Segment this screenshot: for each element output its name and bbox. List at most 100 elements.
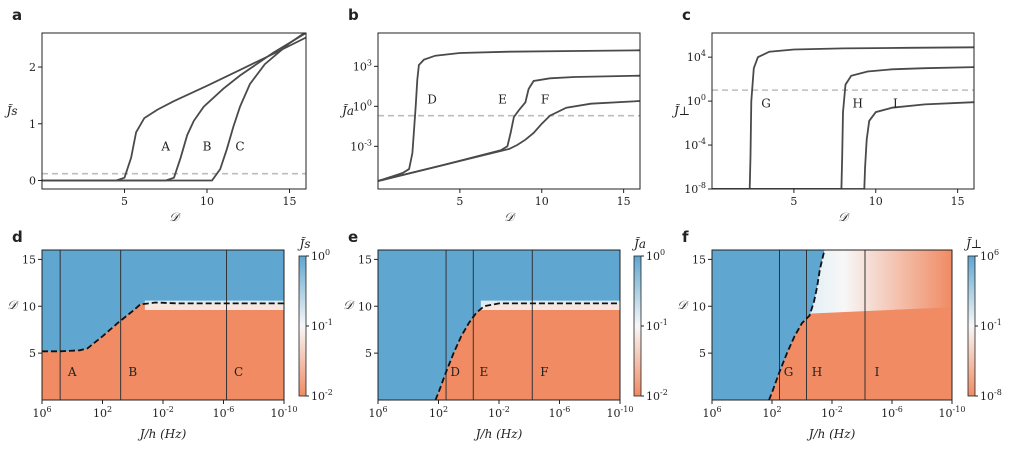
x-tick-label: 10-2 bbox=[152, 405, 174, 420]
region-label-D: D bbox=[450, 365, 460, 379]
x-tick-label: 10-10 bbox=[939, 405, 966, 420]
region-ordered bbox=[769, 307, 952, 400]
y-tick-label: 2 bbox=[29, 61, 36, 74]
colorbar bbox=[298, 255, 307, 397]
series-line-I bbox=[712, 101, 974, 189]
x-axis-label: J/h (Hz) bbox=[473, 427, 523, 441]
y-axis-label: 𝒟 bbox=[677, 298, 689, 312]
x-tick-label: 5 bbox=[790, 195, 797, 208]
x-tick-label: 15 bbox=[617, 195, 631, 208]
x-tick-label: 10-6 bbox=[213, 405, 235, 420]
panel-letter-c: c bbox=[682, 6, 691, 24]
series-label-I: I bbox=[893, 96, 898, 110]
region-disordered bbox=[712, 250, 825, 400]
series-line-G bbox=[712, 46, 974, 189]
x-tick-label: 102 bbox=[429, 405, 448, 420]
panel-letter-f: f bbox=[682, 228, 689, 246]
y-tick-label: 10-3 bbox=[350, 138, 372, 153]
y-tick-label: 5 bbox=[699, 347, 706, 360]
colorbar-label: J̃⊥ bbox=[963, 236, 982, 251]
panel-letter-b: b bbox=[348, 6, 359, 24]
region-label-A: A bbox=[67, 365, 77, 379]
y-tick-label: 0 bbox=[29, 174, 36, 187]
y-axis-label: J̃s bbox=[4, 103, 18, 118]
y-tick-label: 104 bbox=[687, 49, 706, 64]
series-line-F bbox=[378, 100, 640, 182]
colorbar-tick-label: 100 bbox=[311, 248, 330, 263]
y-axis-label: 𝒟 bbox=[7, 298, 19, 312]
x-tick-label: 10-6 bbox=[549, 405, 571, 420]
x-tick-label: 10 bbox=[535, 195, 549, 208]
x-tick-label: 15 bbox=[951, 195, 965, 208]
y-axis-label: 𝒟 bbox=[343, 298, 355, 312]
y-tick-label: 15 bbox=[692, 253, 706, 266]
colorbar bbox=[967, 255, 976, 397]
x-tick-label: 106 bbox=[702, 405, 721, 420]
y-tick-label: 15 bbox=[22, 253, 36, 266]
panel-letter-a: a bbox=[12, 6, 22, 24]
y-tick-label: 10 bbox=[692, 300, 706, 313]
region-label-F: F bbox=[540, 365, 548, 379]
y-axis-label: J̃a bbox=[339, 103, 354, 118]
colorbar-tick-label: 10-1 bbox=[311, 318, 333, 333]
x-axis-label: J/h (Hz) bbox=[806, 427, 856, 441]
y-tick-label: 10-4 bbox=[684, 137, 706, 152]
region-label-E: E bbox=[479, 365, 488, 379]
x-tick-label: 10-2 bbox=[821, 405, 843, 420]
series-label-B: B bbox=[203, 139, 212, 153]
y-axis-label: J̃⊥ bbox=[671, 103, 690, 118]
region-label-C: C bbox=[234, 365, 243, 379]
x-tick-label: 102 bbox=[762, 405, 781, 420]
colorbar-label: J̃s bbox=[297, 236, 311, 251]
y-tick-label: 5 bbox=[365, 347, 372, 360]
series-label-G: G bbox=[761, 96, 771, 110]
panel-letter-e: e bbox=[348, 228, 358, 246]
phase-boundary bbox=[434, 302, 620, 400]
series-label-E: E bbox=[498, 93, 507, 107]
axes-frame bbox=[377, 32, 641, 190]
colorbar-tick-label: 106 bbox=[980, 248, 999, 263]
panel-d: A B C 106 102 10-2 10-6 10-10 5 10 15 J/h (Hz) 𝒟 100 1… bbox=[7, 236, 333, 441]
series-label-A: A bbox=[160, 139, 170, 153]
y-tick-label: 100 bbox=[687, 93, 706, 108]
x-tick-label: 10-6 bbox=[881, 405, 903, 420]
colorbar-tick-label: 10-8 bbox=[980, 388, 1002, 403]
x-tick-label: 102 bbox=[93, 405, 112, 420]
y-tick-label: 103 bbox=[353, 58, 372, 73]
series-line-H bbox=[712, 66, 974, 189]
colorbar-tick-label: 10-2 bbox=[646, 388, 668, 403]
x-tick-label: 10-2 bbox=[488, 405, 510, 420]
x-tick-label: 106 bbox=[368, 405, 387, 420]
x-tick-label: 10-10 bbox=[271, 405, 298, 420]
panel-letter-d: d bbox=[12, 228, 23, 246]
series-line-B bbox=[42, 33, 306, 182]
series-label-F: F bbox=[541, 93, 549, 107]
panel-b: D E F 5 10 15 10-3 100 103 𝒟 J̃a bbox=[339, 32, 641, 224]
series-label-H: H bbox=[853, 96, 863, 110]
axes-frame bbox=[41, 32, 307, 190]
panel-e: D E F 106 102 10-2 10-6 10-10 5 10 15 J/h (Hz) 𝒟 100 1… bbox=[343, 236, 668, 441]
region-disordered bbox=[378, 250, 620, 400]
panel-a: A B C 5 10 15 0 1 2 𝒟 J̃s bbox=[4, 32, 307, 224]
crossover-band bbox=[480, 300, 620, 310]
series-line-D bbox=[378, 49, 640, 182]
x-tick-label: 106 bbox=[32, 405, 51, 420]
series-label-D: D bbox=[427, 93, 437, 107]
x-tick-label: 5 bbox=[456, 195, 463, 208]
x-tick-label: 10 bbox=[200, 195, 214, 208]
x-tick-label: 10 bbox=[869, 195, 883, 208]
series-line-A bbox=[42, 36, 306, 182]
y-tick-label: 1 bbox=[29, 118, 36, 131]
region-label-I: I bbox=[875, 365, 880, 379]
y-tick-label: 10 bbox=[358, 300, 372, 313]
phase-boundary bbox=[42, 301, 284, 353]
axes-frame bbox=[711, 32, 975, 190]
y-tick-label: 100 bbox=[353, 98, 372, 113]
colorbar-tick-label: 10-1 bbox=[646, 318, 668, 333]
y-tick-label: 10 bbox=[22, 300, 36, 313]
x-tick-label: 15 bbox=[283, 195, 297, 208]
y-tick-label: 5 bbox=[29, 347, 36, 360]
series-line-C bbox=[42, 33, 306, 182]
region-label-G: G bbox=[784, 365, 794, 379]
x-axis-label: 𝒟 bbox=[504, 210, 516, 224]
